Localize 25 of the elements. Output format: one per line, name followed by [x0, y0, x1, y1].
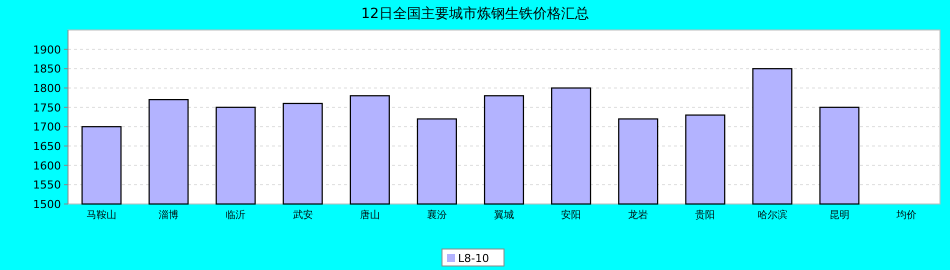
y-tick-label: 1850 — [33, 62, 61, 76]
x-tick-label: 贵阳 — [695, 209, 716, 221]
x-tick-label: 马鞍山 — [86, 209, 117, 221]
y-tick-label: 1900 — [33, 43, 61, 56]
x-tick-label: 临沂 — [226, 209, 246, 221]
x-tick-label: 武安 — [292, 209, 313, 221]
x-tick-label: 昆明 — [829, 210, 850, 221]
x-tick-label: 淄博 — [158, 209, 179, 221]
x-tick-label: 襄汾 — [426, 209, 447, 221]
x-tick-label: 均价 — [895, 209, 916, 221]
y-tick-label: 1600 — [33, 159, 61, 172]
y-tick-label: 1750 — [33, 101, 61, 114]
chart-title: 12日全国主要城市炼钢生铁价格汇总 — [361, 6, 589, 22]
y-tick-label: 1550 — [33, 178, 61, 192]
y-tick-label: 1650 — [33, 140, 61, 153]
x-tick-label: 安阳 — [561, 209, 582, 221]
x-tick-label: 哈尔滨 — [757, 209, 788, 221]
y-tick-label: 1500 — [33, 198, 61, 211]
x-tick-label: 唐山 — [360, 209, 380, 221]
legend: L8-10 — [442, 248, 504, 266]
x-tick-label: 翼城 — [494, 209, 514, 221]
y-tick-label: 1700 — [33, 120, 61, 134]
y-tick-label: 1800 — [33, 82, 61, 95]
legend-label: L8-10 — [458, 252, 490, 265]
x-tick-label: 龙岩 — [628, 209, 648, 221]
